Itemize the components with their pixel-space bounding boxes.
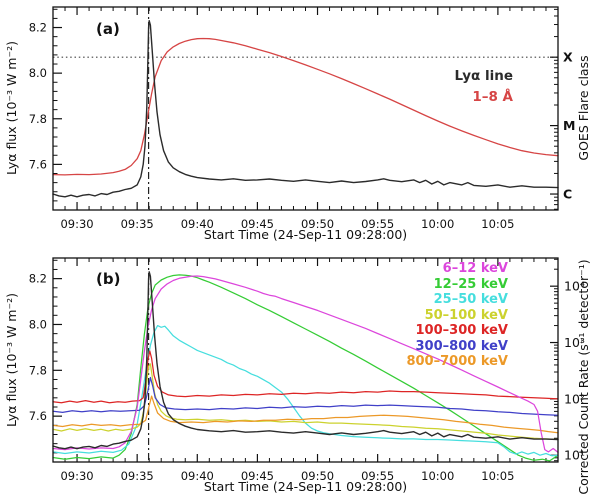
svg-text:09:45: 09:45 (241, 217, 274, 231)
legend-6-12kev: 6–12 keV (442, 261, 508, 276)
svg-text:X: X (563, 50, 573, 65)
svg-text:09:50: 09:50 (301, 469, 334, 483)
svg-text:8.2: 8.2 (29, 21, 47, 35)
svg-text:09:55: 09:55 (361, 217, 394, 231)
panel-a-label: (a) (96, 20, 120, 38)
legend-800-7000kev: 800–7000 keV (406, 354, 508, 369)
panel-a-xlabel: Start Time (24-Sep-11 09:28:00) (203, 227, 408, 242)
svg-text:10:00: 10:00 (421, 217, 454, 231)
legend-300-800kev: 300–800 keV (415, 338, 508, 354)
svg-text:09:45: 09:45 (241, 469, 274, 483)
svg-text:7.6: 7.6 (29, 409, 47, 423)
svg-text:09:40: 09:40 (181, 217, 214, 231)
svg-text:09:50: 09:50 (301, 217, 334, 231)
svg-text:09:30: 09:30 (60, 469, 93, 483)
panel-a-ylabel-right: GOES Flare class (576, 55, 591, 161)
svg-text:10¹: 10¹ (564, 448, 585, 463)
svg-text:09:55: 09:55 (361, 469, 394, 483)
legend-12-25kev: 12–25 keV (433, 276, 508, 292)
svg-text:C: C (563, 187, 572, 202)
svg-text:10:05: 10:05 (481, 469, 514, 483)
panel-b-label: (b) (96, 270, 121, 288)
svg-text:7.8: 7.8 (29, 112, 47, 126)
panel-a-legend: Lyα line 1–8 Å (380, 66, 513, 108)
legend-50-100kev: 50–100 keV (424, 307, 508, 323)
panel-b-ylabel-right: Corrected Count Rate (s⁻¹ detector⁻¹) (576, 259, 591, 495)
svg-text:M: M (563, 118, 575, 133)
legend-100-300kev: 100–300 keV (415, 323, 508, 338)
svg-text:7.8: 7.8 (29, 363, 47, 377)
svg-text:10:05: 10:05 (481, 217, 514, 231)
svg-text:8.0: 8.0 (29, 66, 47, 80)
svg-text:09:35: 09:35 (121, 469, 154, 483)
svg-text:10:00: 10:00 (421, 469, 454, 483)
legend-lya-line: Lyα line (454, 68, 513, 84)
svg-text:10³: 10³ (564, 335, 585, 350)
panel-b-ylabel-left: Lyα flux (10⁻³ W m⁻²) (4, 293, 19, 427)
svg-text:09:35: 09:35 (121, 217, 154, 231)
svg-text:10²: 10² (564, 391, 585, 406)
svg-text:09:30: 09:30 (60, 217, 93, 231)
svg-text:8.2: 8.2 (29, 272, 47, 286)
svg-text:7.6: 7.6 (29, 157, 47, 171)
panel-b-legend: 6–12 keV 12–25 keV 25–50 keV 50–100 keV … (358, 261, 508, 370)
panel-b-xlabel: Start Time (24-Sep-11 09:28:00) (203, 479, 408, 494)
legend-goes-1-8A: 1–8 Å (472, 89, 513, 105)
svg-text:8.0: 8.0 (29, 317, 47, 331)
panel-a-ylabel-left: Lyα flux (10⁻³ W m⁻²) (4, 41, 19, 175)
legend-25-50kev: 25–50 keV (433, 292, 508, 307)
svg-text:10⁴: 10⁴ (564, 279, 585, 294)
svg-text:09:40: 09:40 (181, 469, 214, 483)
